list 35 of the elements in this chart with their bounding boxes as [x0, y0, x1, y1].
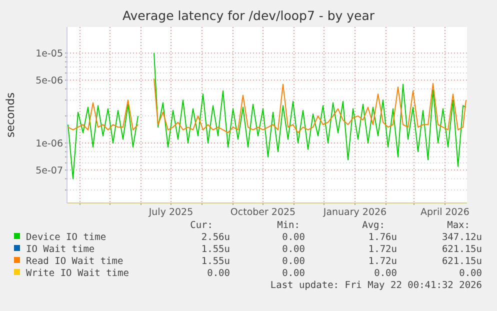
text: 1.72u: [368, 244, 397, 255]
x-tick-label: October 2025: [230, 207, 296, 218]
chart-title: Average latency for /dev/loop7 - by year: [122, 8, 376, 23]
x-tick-label: January 2026: [322, 207, 387, 218]
text: 0.00: [374, 268, 398, 279]
text: Cur:: [190, 220, 213, 231]
text: 621.15u: [442, 244, 482, 255]
legend-label: Read IO Wait time: [26, 256, 124, 267]
legend-label: IO Wait time: [26, 244, 95, 255]
text: 1.76u: [368, 232, 397, 243]
y-tick-label: 5e-06: [36, 76, 63, 87]
y-tick-label: 1e-05: [36, 48, 63, 60]
y-axis-title: seconds: [4, 92, 17, 138]
legend-label: Device IO time: [26, 232, 106, 243]
y-tick-label: 1e-06: [36, 138, 63, 150]
x-tick-label: July 2025: [148, 207, 194, 218]
text: Last update: Fri May 22 00:41:32 2026: [270, 280, 482, 291]
text: 0.00: [282, 232, 306, 243]
legend-label: Write IO Wait time: [26, 268, 130, 279]
x-tick-label: April 2026: [420, 207, 470, 218]
text: 1.55u: [201, 244, 230, 255]
text: 1.55u: [201, 256, 230, 267]
y-tick-label: 5e-07: [36, 166, 63, 177]
text: Min:: [277, 220, 300, 231]
text: 0.00: [282, 268, 306, 279]
text: 0.00: [459, 268, 482, 279]
text: Avg:: [362, 220, 385, 231]
text: 0.00: [282, 244, 306, 255]
text: 0.00: [207, 268, 230, 279]
text: 0.00: [282, 256, 306, 267]
text: 2.56u: [201, 232, 230, 243]
text: 347.12u: [442, 232, 482, 243]
text: 1.72u: [368, 256, 397, 267]
text: Max:: [447, 220, 470, 231]
text: 621.15u: [442, 256, 482, 267]
